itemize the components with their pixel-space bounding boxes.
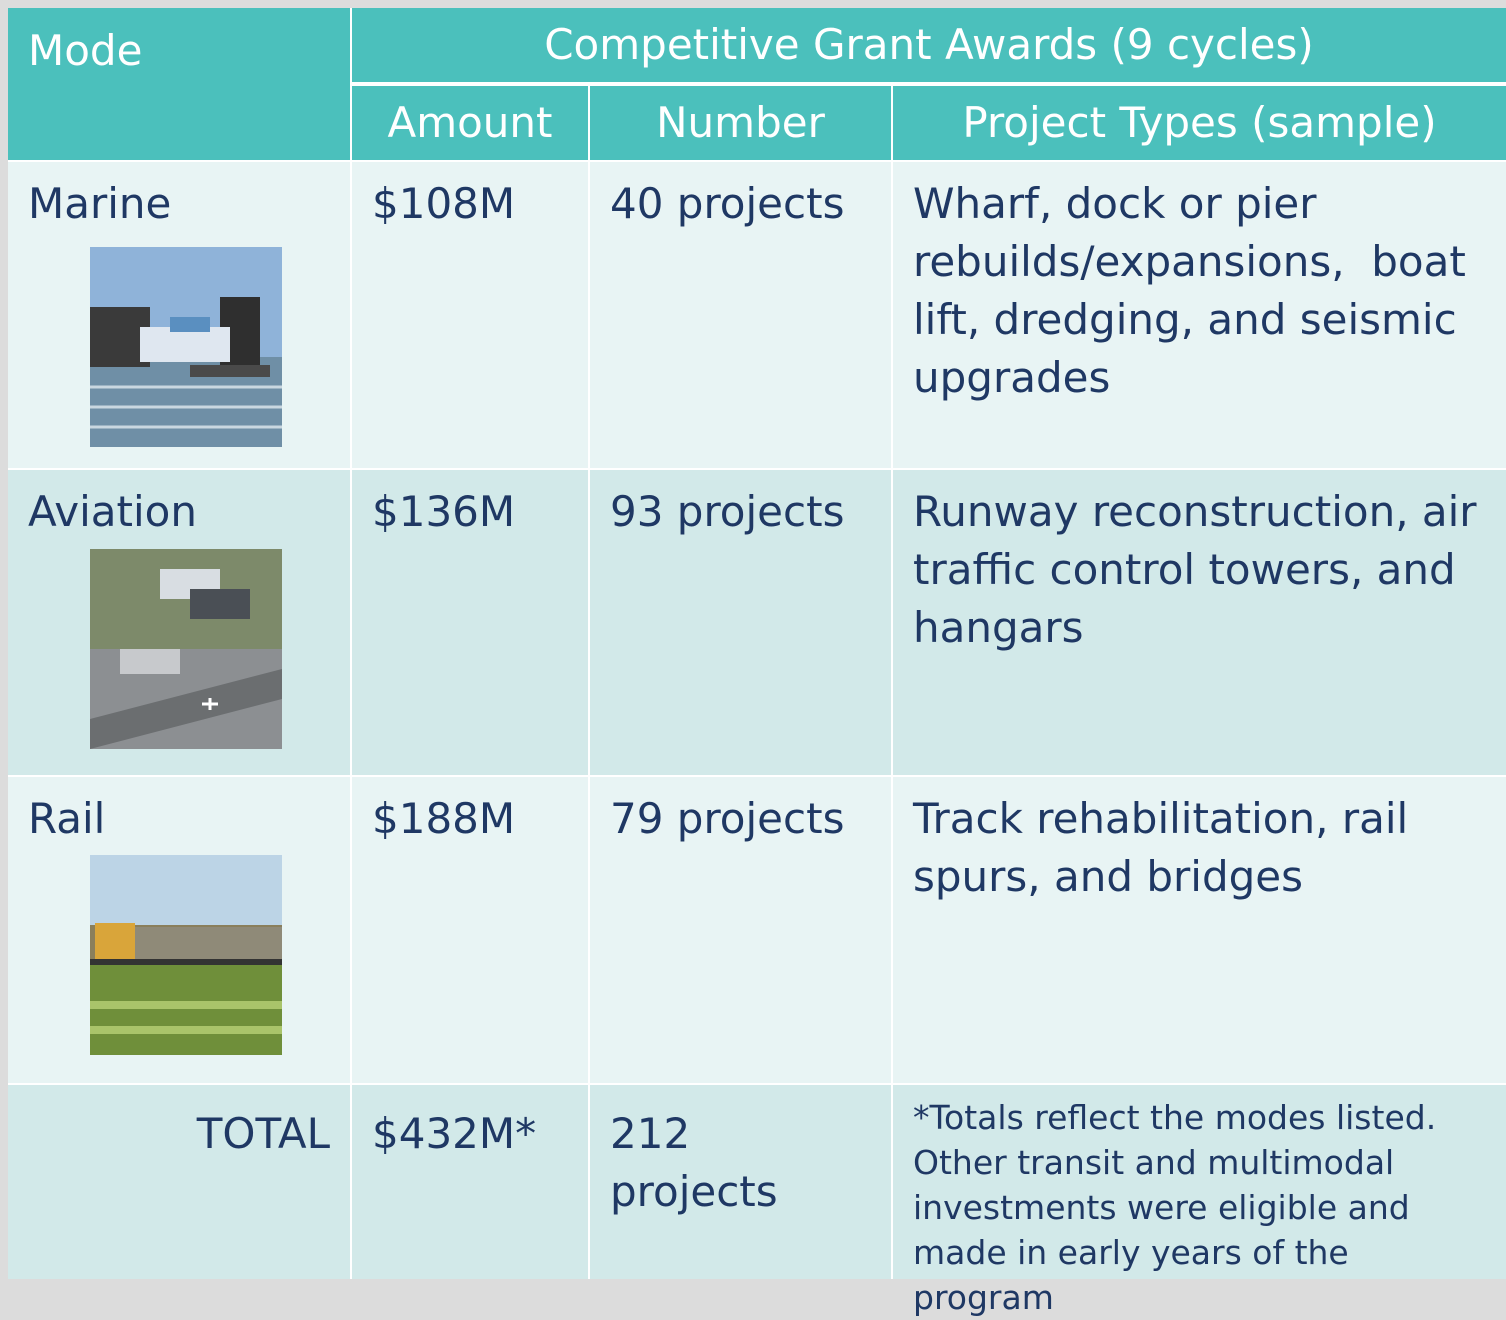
amount: $188M — [352, 777, 588, 1083]
page: Mode Competitive Grant Awards (9 cycles)… — [8, 8, 1506, 1317]
total-amount: $432M* — [352, 1085, 588, 1279]
project-types: Wharf, dock or pier rebuilds/expansions,… — [893, 162, 1506, 468]
total-label: TOTAL — [8, 1085, 350, 1279]
rail-photo — [90, 855, 282, 1055]
header-group: Competitive Grant Awards (9 cycles) — [352, 8, 1506, 82]
header-col: Project Types (sample) — [893, 86, 1506, 160]
header-mode: Mode — [8, 8, 350, 160]
header-col: Amount — [352, 86, 588, 160]
marine-photo — [90, 247, 282, 447]
mode-label: Aviation — [28, 487, 197, 536]
amount: $136M — [352, 470, 588, 775]
number: 93 projects — [590, 470, 891, 775]
table: Mode Competitive Grant Awards (9 cycles)… — [8, 8, 1506, 1317]
header-col: Number — [590, 86, 891, 160]
number: 40 projects — [590, 162, 891, 468]
aviation-photo — [90, 549, 282, 749]
footnote: *Totals reflect the modes listed. Other … — [893, 1085, 1506, 1317]
amount: $108M — [352, 162, 588, 468]
mode-label: Marine — [28, 179, 172, 228]
project-types: Runway reconstruction, air traffic contr… — [893, 470, 1506, 775]
total-number: 212 projects — [590, 1085, 891, 1279]
mode-label: Rail — [28, 794, 106, 843]
number: 79 projects — [590, 777, 891, 1083]
project-types: Track rehabilitation, rail spurs, and br… — [893, 777, 1506, 1083]
